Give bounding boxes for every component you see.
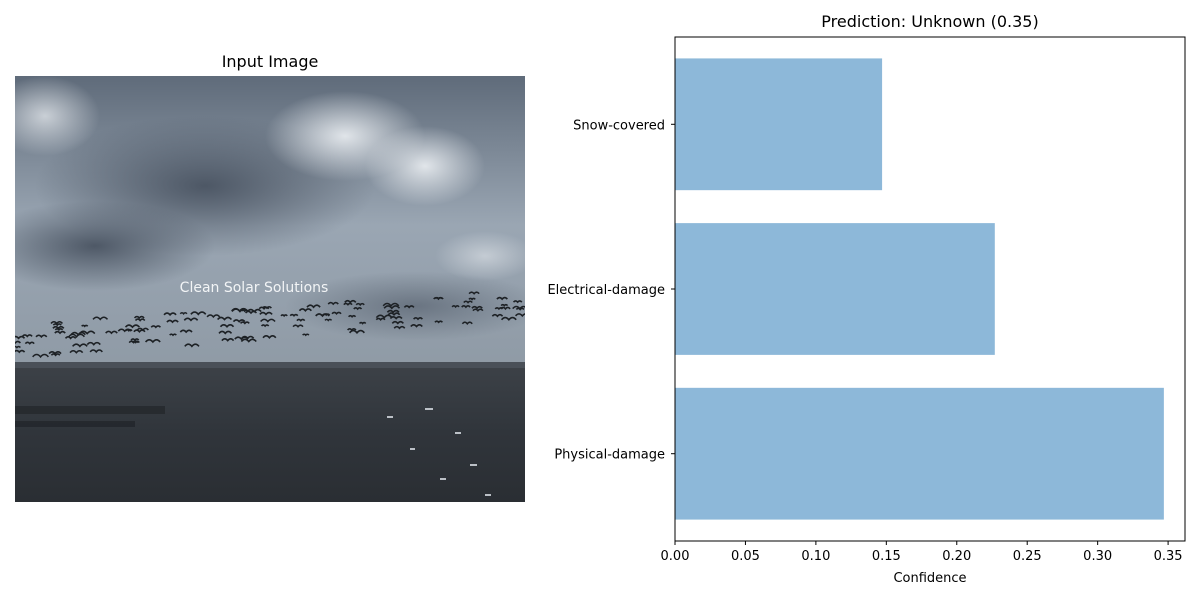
input-image: Clean Solar Solutions [15,76,525,502]
bar-physical-damage [675,387,1164,520]
y-tick-label: Physical-damage [554,448,665,463]
y-tick-label: Electrical-damage [547,283,665,298]
x-tick-label: 0.00 [661,549,690,564]
y-tick-label: Snow-covered [573,118,665,133]
bar-electrical-damage [675,223,995,355]
x-tick-label: 0.35 [1154,549,1183,564]
x-tick-label: 0.25 [1013,549,1042,564]
x-tick-label: 0.30 [1083,549,1112,564]
x-axis-label: Confidence [893,571,966,586]
chart-title: Prediction: Unknown (0.35) [821,12,1039,31]
plot-frame [674,36,1186,542]
image-caption: Clean Solar Solutions [180,280,329,296]
x-tick-label: 0.20 [942,549,971,564]
x-tick-label: 0.05 [731,549,760,564]
x-tick-label: 0.10 [801,549,830,564]
image-panel-title: Input Image [221,52,319,71]
x-tick-label: 0.15 [872,549,901,564]
bar-snow-covered [675,58,883,191]
